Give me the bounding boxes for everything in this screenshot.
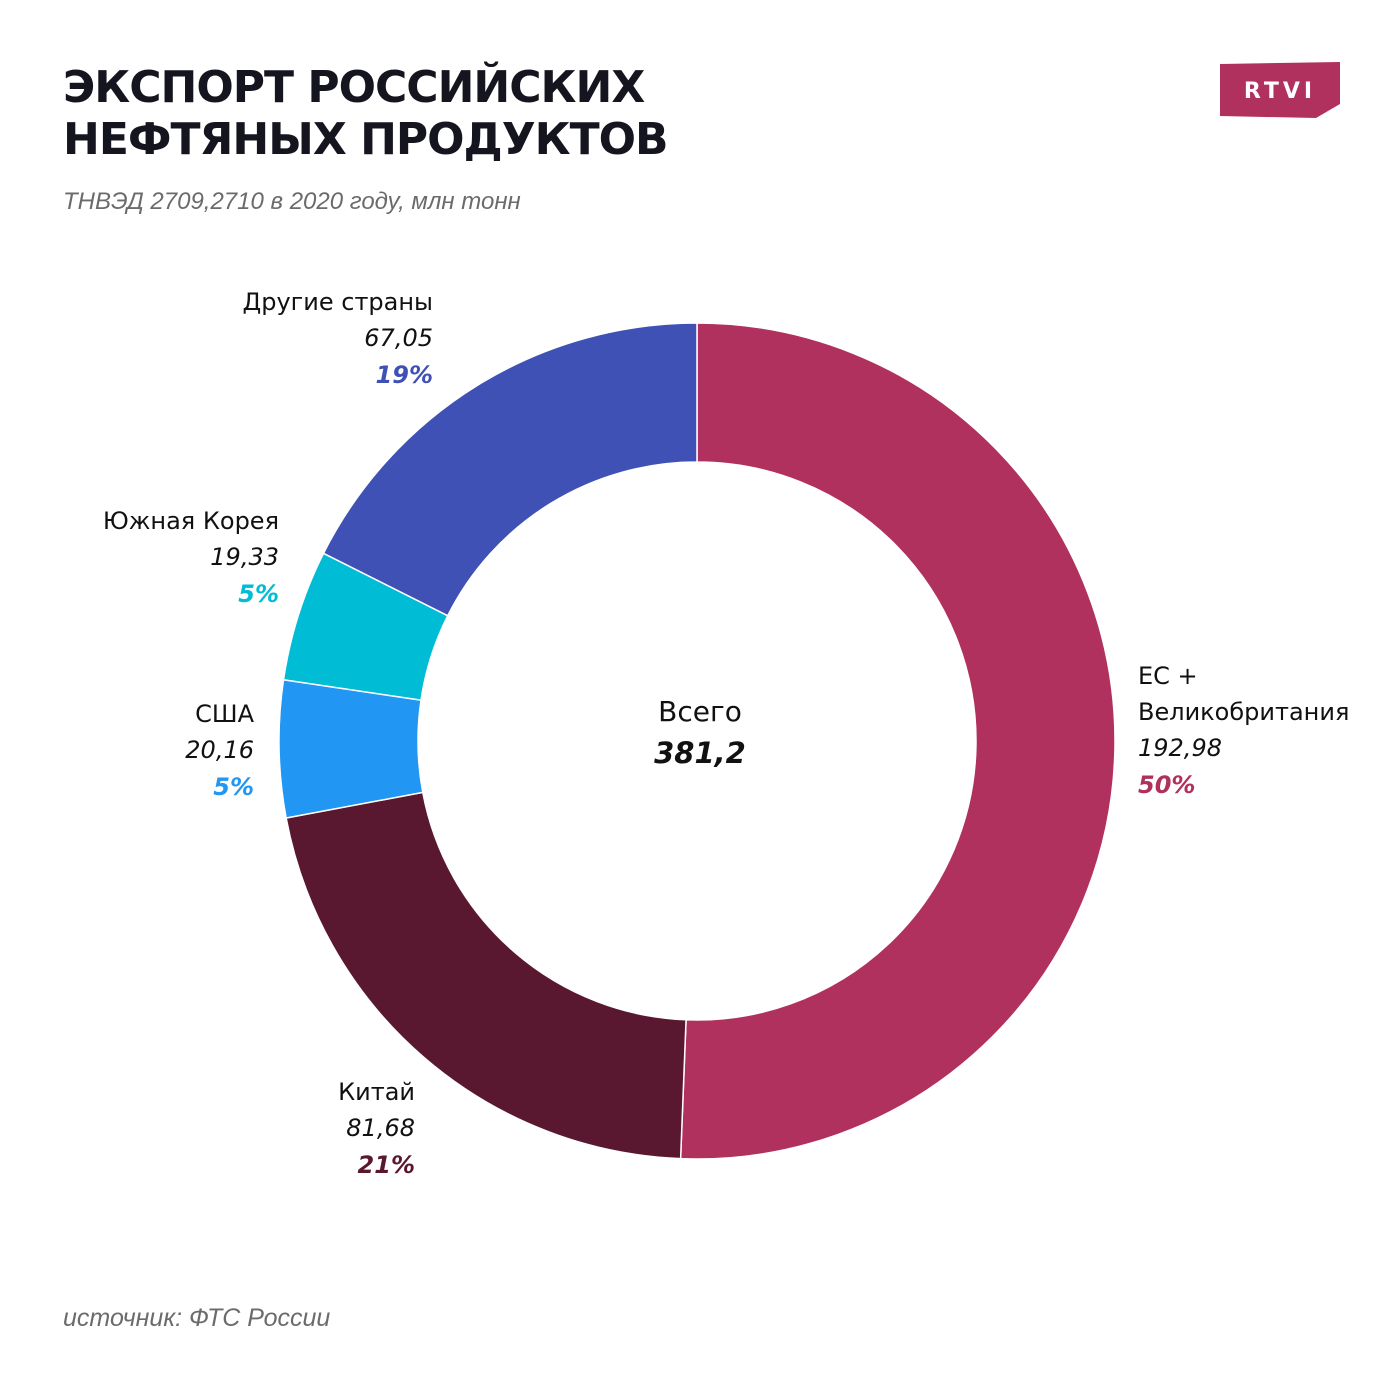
slice-other [322, 322, 698, 617]
slice-percent-usa: 5% [213, 773, 254, 801]
slice-name-other: Другие страны [242, 288, 433, 316]
slice-label-usa: США 20,16 5% [185, 696, 254, 806]
slice-label-south-korea: Южная Корея 19,33 5% [103, 503, 279, 613]
slice-percent-south-korea: 5% [238, 580, 279, 608]
donut-center: Всего 381,2 [600, 692, 800, 774]
chart-title: ЭКСПОРТ РОССИЙСКИХ НЕФТЯНЫХ ПРОДУКТОВ [63, 62, 669, 166]
logo-shape [1220, 62, 1340, 118]
slice-name-eu-uk-line2: Великобритания [1138, 698, 1350, 726]
slice-label-china: Китай 81,68 21% [338, 1074, 415, 1184]
center-label: Всего [658, 695, 742, 728]
slice-percent-china: 21% [357, 1151, 415, 1179]
slice-eu-uk [679, 322, 1116, 1160]
slice-value-other: 67,05 [364, 324, 433, 352]
slice-value-eu-uk: 192,98 [1138, 734, 1222, 762]
slice-value-china: 81,68 [346, 1114, 415, 1142]
chart-subtitle: ТНВЭД 2709,2710 в 2020 году, млн тонн [63, 188, 521, 215]
source-note: источник: ФТС России [63, 1304, 331, 1332]
slice-name-usa: США [195, 700, 254, 728]
slice-percent-eu-uk: 50% [1138, 771, 1196, 799]
slice-percent-other: 19% [375, 361, 433, 389]
slice-label-other: Другие страны 67,05 19% [242, 284, 433, 394]
rtvi-logo: RTVI [1220, 62, 1340, 118]
donut-slices [278, 322, 1116, 1160]
slice-name-china: Китай [338, 1078, 415, 1106]
slice-label-eu-uk: ЕС + Великобритания 192,98 50% [1138, 658, 1349, 804]
logo-text: RTVI [1244, 79, 1316, 104]
title-line-1: ЭКСПОРТ РОССИЙСКИХ [63, 62, 645, 113]
slice-name-south-korea: Южная Корея [102, 507, 279, 535]
center-total: 381,2 [654, 736, 746, 770]
slice-value-usa: 20,16 [185, 736, 254, 764]
slice-china [285, 791, 687, 1160]
title-line-2: НЕФТЯНЫХ ПРОДУКТОВ [63, 114, 669, 165]
slice-value-south-korea: 19,33 [210, 543, 279, 571]
slice-name-eu-uk-line1: ЕС + [1138, 662, 1198, 690]
